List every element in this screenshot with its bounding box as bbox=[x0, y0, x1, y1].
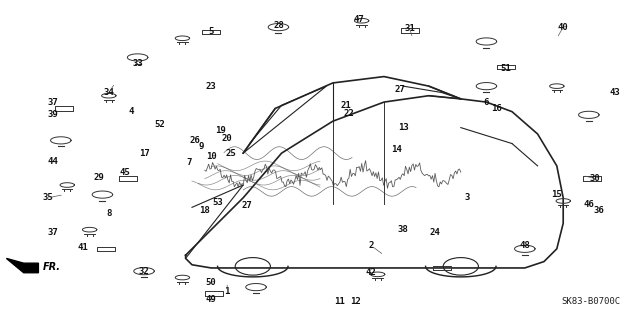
Text: 33: 33 bbox=[132, 59, 143, 68]
Text: 24: 24 bbox=[430, 228, 440, 237]
Text: 41: 41 bbox=[78, 243, 88, 252]
Text: 6: 6 bbox=[484, 98, 489, 107]
Text: 18: 18 bbox=[200, 206, 210, 215]
Text: 8: 8 bbox=[106, 209, 111, 218]
Text: 36: 36 bbox=[593, 206, 604, 215]
Text: 39: 39 bbox=[47, 110, 58, 119]
Text: 37: 37 bbox=[47, 228, 58, 237]
Text: 32: 32 bbox=[139, 267, 149, 276]
Text: 2: 2 bbox=[369, 241, 374, 250]
Text: 13: 13 bbox=[398, 123, 408, 132]
Text: SK83-B0700C: SK83-B0700C bbox=[562, 297, 621, 306]
Text: 43: 43 bbox=[609, 88, 620, 97]
Text: 11: 11 bbox=[334, 297, 344, 306]
Text: 22: 22 bbox=[344, 109, 354, 118]
Text: 14: 14 bbox=[392, 145, 402, 154]
Text: 35: 35 bbox=[43, 193, 53, 202]
Text: FR.: FR. bbox=[43, 262, 61, 272]
Text: 30: 30 bbox=[590, 174, 600, 183]
Text: 50: 50 bbox=[206, 278, 216, 287]
Text: 21: 21 bbox=[340, 101, 351, 110]
Text: 17: 17 bbox=[139, 149, 149, 158]
Text: 47: 47 bbox=[353, 15, 364, 24]
Text: 49: 49 bbox=[206, 295, 216, 304]
Text: 5: 5 bbox=[209, 27, 214, 36]
Text: 7: 7 bbox=[186, 158, 191, 167]
Text: 16: 16 bbox=[491, 104, 501, 113]
Text: 31: 31 bbox=[404, 24, 415, 33]
Polygon shape bbox=[6, 258, 38, 273]
Text: 40: 40 bbox=[558, 23, 568, 32]
Text: 15: 15 bbox=[552, 190, 562, 199]
Text: 52: 52 bbox=[155, 120, 165, 129]
Text: 28: 28 bbox=[273, 21, 284, 30]
Text: 25: 25 bbox=[225, 149, 236, 158]
Text: 38: 38 bbox=[398, 225, 408, 234]
Text: 4: 4 bbox=[129, 107, 134, 116]
Text: 46: 46 bbox=[584, 200, 594, 209]
Text: 27: 27 bbox=[241, 201, 252, 210]
Text: 12: 12 bbox=[350, 297, 360, 306]
Text: 26: 26 bbox=[190, 136, 200, 145]
Text: 37: 37 bbox=[47, 98, 58, 107]
Text: 34: 34 bbox=[104, 88, 114, 97]
Text: 48: 48 bbox=[520, 241, 530, 250]
Text: 19: 19 bbox=[216, 126, 226, 135]
Text: 3: 3 bbox=[465, 193, 470, 202]
Text: 10: 10 bbox=[206, 152, 216, 161]
Text: 45: 45 bbox=[120, 168, 130, 177]
Text: 20: 20 bbox=[222, 134, 232, 143]
Text: 1: 1 bbox=[225, 287, 230, 296]
Text: 9: 9 bbox=[199, 142, 204, 151]
Text: 23: 23 bbox=[206, 82, 216, 91]
Text: 53: 53 bbox=[212, 198, 223, 207]
Text: 42: 42 bbox=[366, 268, 376, 277]
Text: 27: 27 bbox=[395, 85, 405, 94]
Text: 29: 29 bbox=[94, 173, 104, 182]
Text: 44: 44 bbox=[47, 157, 58, 166]
Text: 51: 51 bbox=[500, 64, 511, 73]
